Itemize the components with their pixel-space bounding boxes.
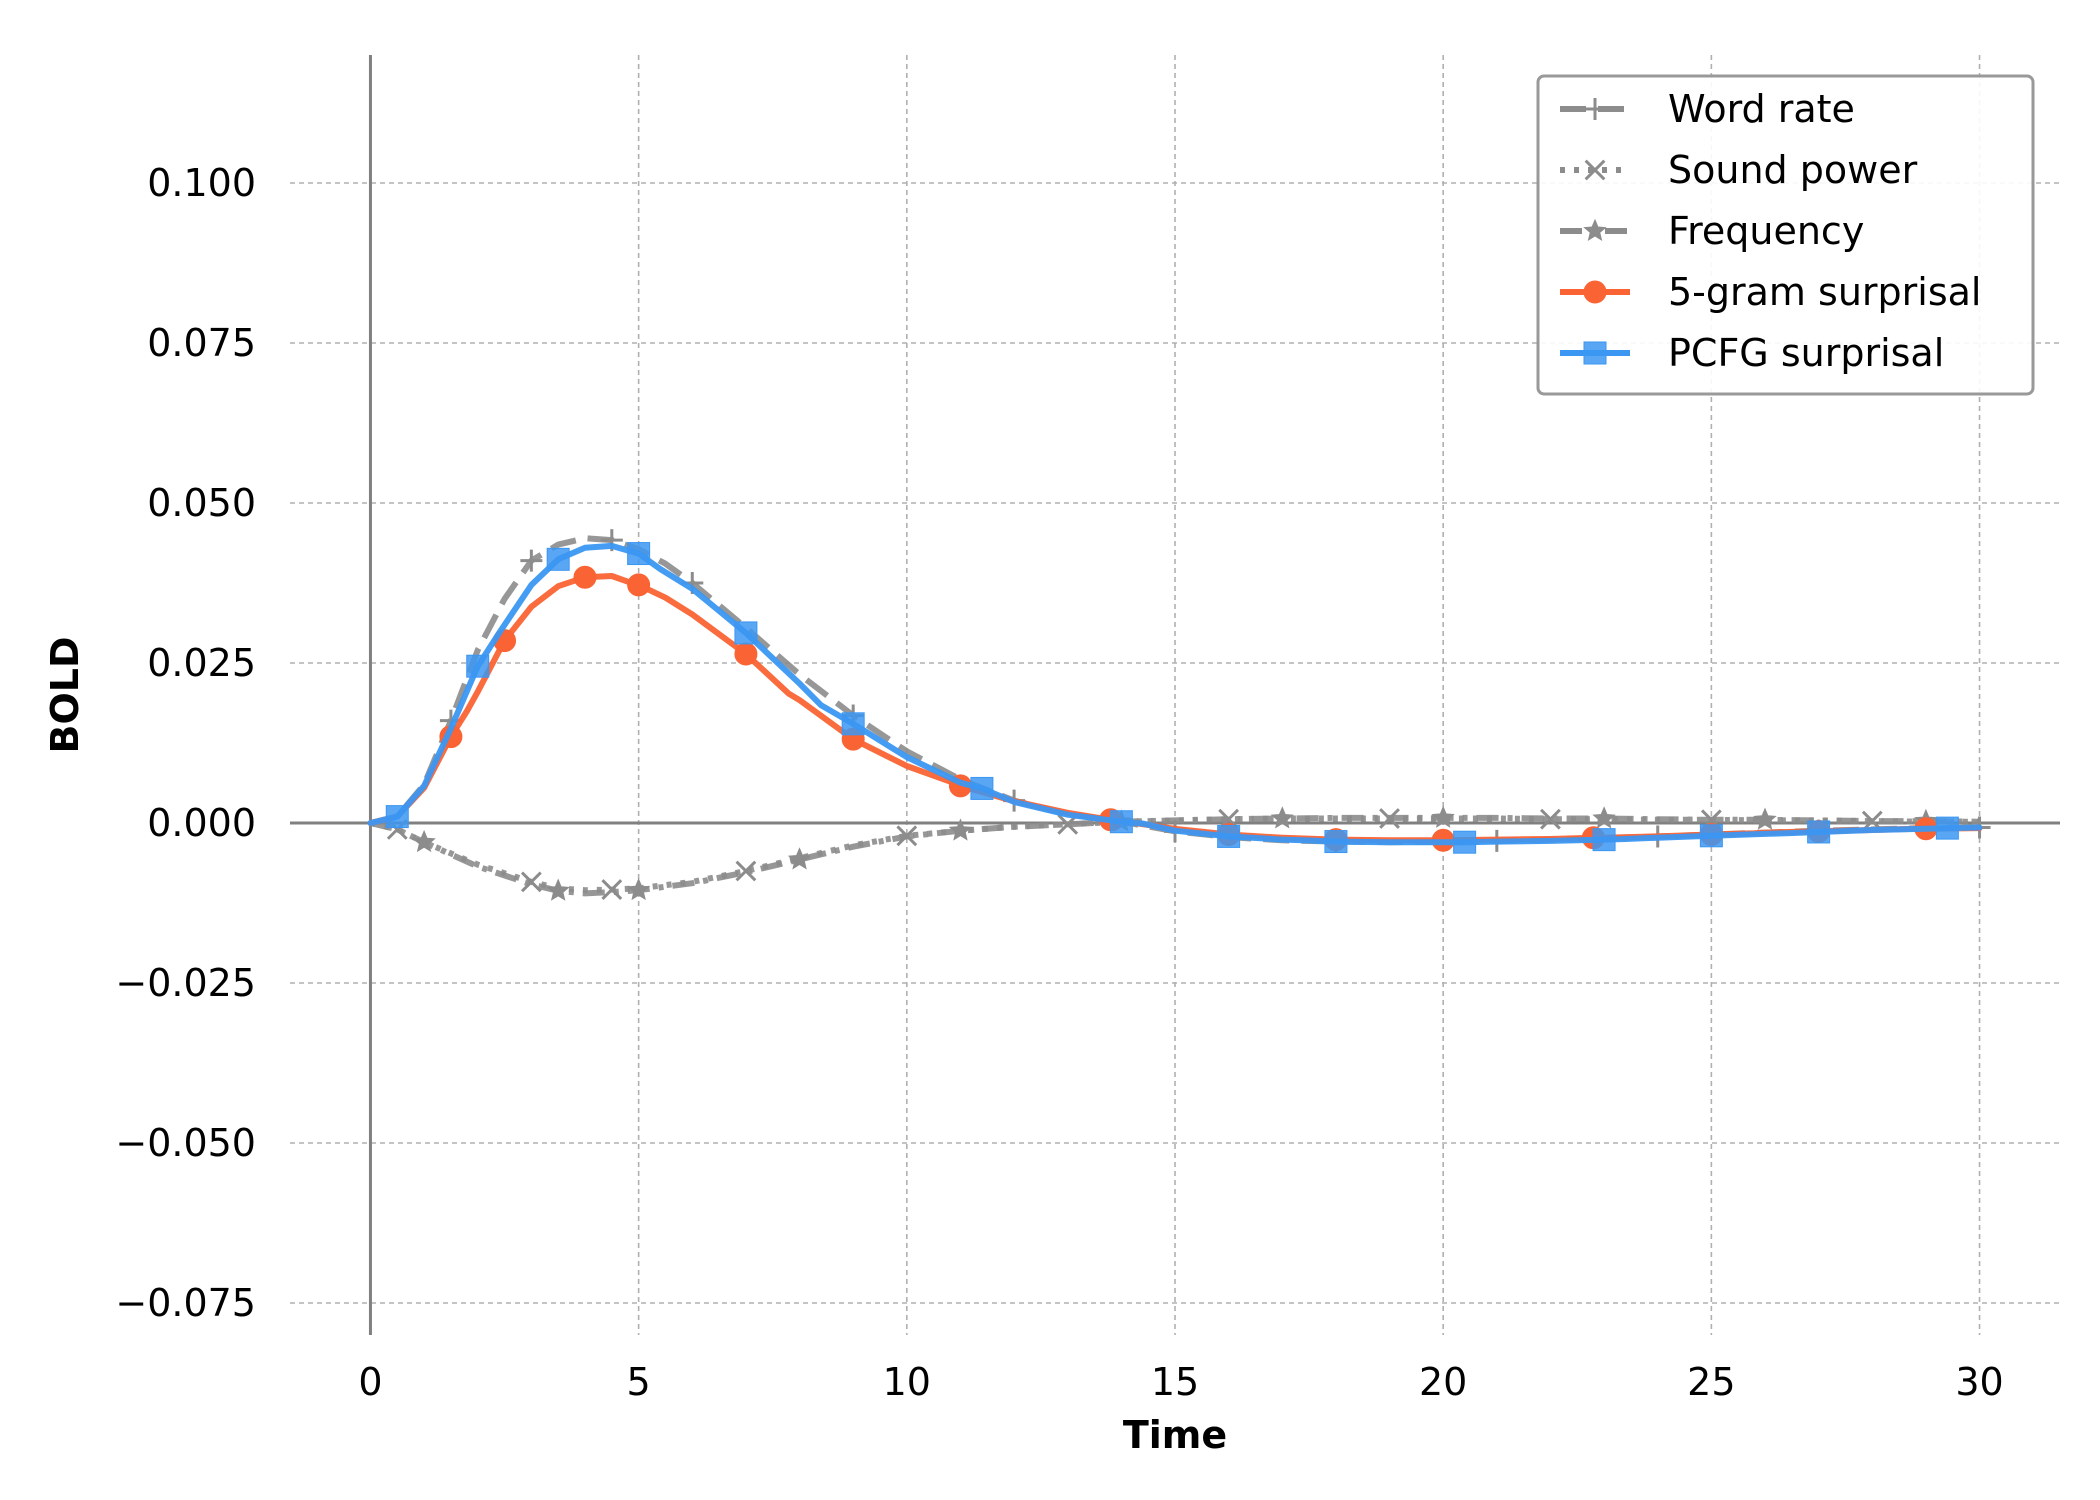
tick-labels: 0 5 10 15 20 25 30 −0.075 −0.050 −0.025 0.000 0.025…	[115, 161, 2003, 1404]
data-point-marker	[626, 877, 651, 901]
data-point-marker	[1109, 810, 1133, 834]
data-point-marker	[1699, 824, 1723, 848]
legend-label: PCFG surprisal	[1668, 331, 1944, 375]
legend: Word rate Sound power Frequency 5-gram surp…	[1536, 74, 2035, 396]
legend-label: Word rate	[1668, 87, 1855, 131]
legend-entry: Frequency	[1560, 209, 1864, 253]
data-point-marker	[546, 878, 570, 901]
data-point-marker	[1592, 806, 1616, 829]
data-point-marker	[385, 805, 409, 829]
x-tick-label: 25	[1687, 1360, 1735, 1404]
data-point-marker	[1935, 816, 1959, 840]
x-axis-label: Time	[1123, 1413, 1227, 1457]
data-point-marker	[601, 879, 623, 900]
x-tick-label: 20	[1419, 1360, 1467, 1404]
legend-marker	[1583, 280, 1607, 304]
y-tick-label: 0.100	[147, 161, 256, 205]
x-tick-label: 30	[1955, 1360, 2003, 1404]
legend-entry: 5-gram surprisal	[1560, 270, 1981, 314]
x-tick-label: 0	[358, 1360, 382, 1404]
legend-entry: PCFG surprisal	[1560, 331, 1944, 375]
data-point-marker	[520, 549, 543, 572]
y-tick-label: 0.000	[147, 801, 256, 845]
y-axis-label: BOLD	[43, 636, 87, 753]
data-point-marker	[1540, 808, 1561, 830]
data-point-marker	[787, 847, 812, 870]
data-point-marker	[1453, 830, 1477, 854]
data-point-marker	[627, 542, 651, 566]
data-point-marker	[1217, 824, 1241, 848]
data-point-marker	[1807, 820, 1831, 844]
data-point-marker	[1431, 805, 1455, 828]
legend-label: 5-gram surprisal	[1668, 270, 1981, 314]
legend-marker	[1584, 98, 1606, 120]
data-point-marker	[627, 573, 651, 597]
series-line	[369, 814, 1980, 897]
legend-box	[1536, 74, 2035, 396]
y-tick-label: 0.050	[147, 481, 256, 525]
series-lines	[367, 529, 1991, 901]
data-point-marker	[970, 776, 994, 800]
y-tick-label: −0.050	[115, 1121, 256, 1165]
data-point-marker	[520, 871, 542, 893]
data-point-marker	[735, 860, 757, 882]
y-tick-label: 0.075	[147, 321, 256, 365]
y-tick-label: 0.025	[147, 641, 256, 685]
data-point-marker	[734, 621, 758, 645]
legend-label: Frequency	[1668, 209, 1864, 253]
legend-label: Sound power	[1668, 148, 1918, 192]
y-tick-label: −0.075	[115, 1281, 256, 1325]
legend-marker	[1583, 341, 1607, 365]
x-tick-label: 15	[1151, 1360, 1199, 1404]
data-point-marker	[1592, 828, 1616, 852]
y-tick-label: −0.025	[115, 961, 256, 1005]
x-tick-label: 10	[883, 1360, 931, 1404]
data-point-marker	[1270, 806, 1294, 829]
legend-marker	[1583, 218, 1607, 241]
data-point-marker	[546, 547, 570, 571]
data-point-marker	[573, 565, 597, 589]
data-point-marker	[734, 642, 758, 666]
legend-marker	[1584, 159, 1606, 181]
legend-entry: Word rate	[1560, 87, 1855, 131]
x-tick-label: 5	[627, 1360, 651, 1404]
data-point-marker	[948, 818, 973, 841]
data-point-marker	[466, 654, 490, 678]
data-point-marker	[841, 712, 865, 736]
data-point-marker	[412, 829, 436, 853]
series-pcfg-surprisal	[367, 542, 1983, 854]
data-point-marker	[1324, 830, 1348, 854]
legend-entry: Sound power	[1560, 148, 1918, 192]
data-point-marker	[1753, 807, 1777, 830]
